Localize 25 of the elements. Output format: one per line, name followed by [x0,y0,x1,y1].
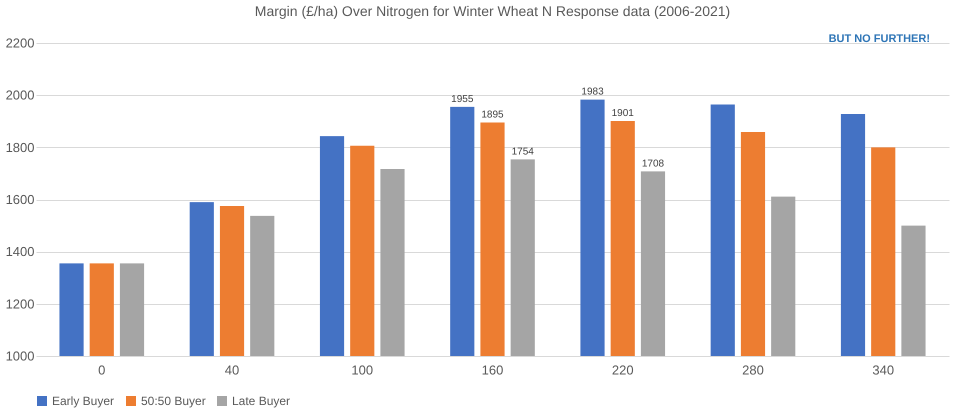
x-tick-label: 100 [351,362,374,378]
legend-label: 50:50 Buyer [141,394,206,408]
x-tick-label: 220 [612,362,634,378]
data-label: 1895 [481,110,504,121]
x-tick-label: 160 [482,362,504,378]
y-tick-label: 2000 [6,88,34,103]
y-tick-label: 1200 [6,296,34,312]
x-tick-label: 0 [98,362,106,378]
y-tick-label: 2200 [6,36,34,50]
annotation: BUT NO FURTHER! [828,33,930,45]
data-label: 1754 [512,146,534,158]
chart-title: Margin (£/ha) Over Nitrogen for Winter Wheat N Response data (2006-2021) [254,3,730,19]
legend-label: Early Buyer [52,394,114,408]
y-tick-label: 1400 [6,244,34,260]
y-tick-label: 1600 [6,192,34,207]
data-label: 1901 [612,108,634,119]
y-tick-label: 1800 [6,140,34,155]
data-label: 1983 [581,86,604,98]
y-tick-label: 1000 [6,348,34,364]
data-label: 1955 [451,94,474,105]
x-tick-label: 280 [742,362,764,378]
data-label: 1708 [642,158,665,170]
x-tick-label: 40 [224,362,240,378]
legend-label: Late Buyer [232,394,290,408]
x-tick-label: 340 [872,362,894,378]
